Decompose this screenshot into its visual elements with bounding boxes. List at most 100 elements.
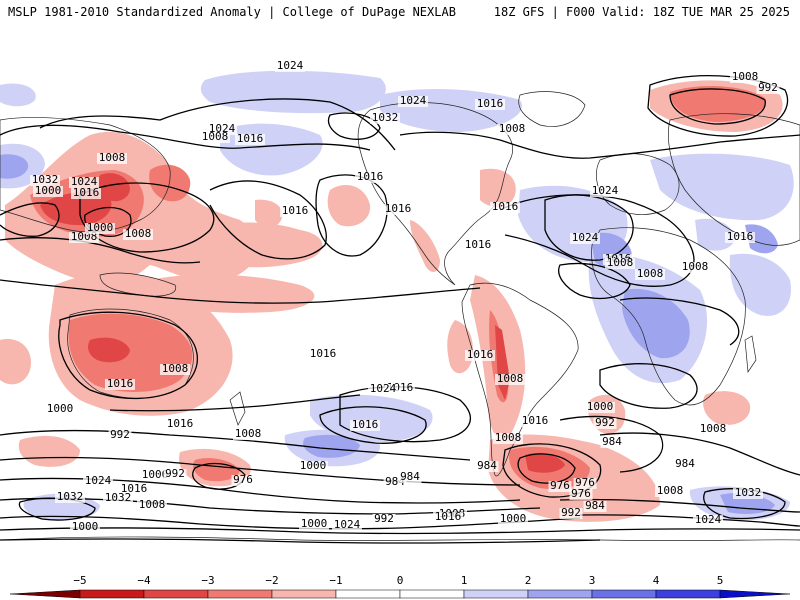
isobar-label-bg [163,469,187,480]
isobar-label: 992 [374,512,394,525]
isobar-label-bg [105,379,135,390]
anom-n1-southpac [180,222,323,268]
anom-p1-asia [650,153,794,221]
isobar-labels: 1024 1008 992 1024 1016 1032 1008 1024 1016 1008 1… [30,59,780,533]
isobar-label: 1024 [695,513,722,526]
isobar-label-bg [235,134,265,145]
isobar-label: 1024 [85,474,112,487]
colorbar-swatches [9,589,791,599]
isobar-label: 1000 [72,520,99,533]
colorbar: −5 −4 −3 −2 −1 0 1 2 3 4 5 [9,574,791,599]
coast-antarctica [0,536,800,542]
isobar-1024-westpac [0,202,60,237]
isobar-label-bg [756,83,780,94]
isobar-label-bg [385,383,415,394]
coast-east-asia [0,117,171,233]
isobar-label: 1032 [372,111,399,124]
coast-south-america [461,282,579,477]
isobar-1008-indian [599,432,800,476]
isobar-label: 1016 [282,204,309,217]
isobar-label: 984 [602,435,622,448]
colorbar-tick-labels: −5 −4 −3 −2 −1 0 1 2 3 4 5 [73,574,723,587]
isobar-label-bg [231,475,255,486]
isobar-label-bg [569,489,593,500]
isobar-label-bg [332,520,362,531]
isobar-label-bg [475,99,505,110]
isobar-label: 992 [758,81,778,94]
isobar-label: 1000 [301,517,328,530]
isobar-label: 1016 [352,418,379,431]
isobar-label-bg [398,472,422,483]
isobar-label: 1016 [167,417,194,430]
isobar-1008-tropics [0,279,481,304]
isobar-label: 992 [595,416,615,429]
isobar-label-bg [69,232,99,243]
anom-n1-alaska [255,199,283,228]
isobar-label-bg [548,481,572,492]
isobar-1016-ant [0,527,800,535]
isobar-label: 1016 [73,186,100,199]
isobar-label-bg [570,233,600,244]
colorbar-tick-label: 3 [589,574,596,587]
anom-n3-low [97,173,130,202]
isobar-label: 1008 [499,122,526,135]
isobar-label-bg [275,61,305,72]
colorbar-swatch [655,589,721,599]
isobar-label: 1024 [572,231,599,244]
isobar-1024-npac [39,98,396,151]
isobar-label: 976 [575,476,595,489]
isobar-label-bg [165,419,195,430]
isobar-label: 1008 [657,484,684,497]
isobar-label: 1000 [35,184,62,197]
map-header: MSLP 1981-2010 Standardized Anomaly | Co… [0,0,800,22]
isobar-label-bg [680,262,710,273]
isobar-1008-eurasia [647,74,789,137]
isobar-label-bg [103,493,133,504]
isobar-label-bg [590,186,620,197]
isobar-label-bg [730,72,760,83]
isobar-1016-arctic [0,124,371,151]
isobar-label: 1024 [277,59,304,72]
anomaly-map: 1024 1008 992 1024 1016 1032 1008 1024 1016 1008 1… [0,40,800,547]
isobar-label: 1024 [334,518,361,531]
isobar-1008-tropics2 [109,394,361,412]
isobar-label: 992 [561,506,581,519]
isobar-label-bg [673,459,697,470]
isobar-label: 1032 [735,486,762,499]
isobar-label: 1016 [121,482,148,495]
colorbar-tick-label: −5 [73,574,86,587]
anom-n1-atlantic [480,168,516,207]
isobar-label: 1000 [587,400,614,413]
isobar-label: 1008 [637,267,664,280]
isobar-label-bg [497,124,527,135]
isobar-label: 1016 [357,170,384,183]
isobar-label: 1016 [467,348,494,361]
isobar-label: 1016 [385,202,412,215]
colorbar-swatch [399,589,465,599]
isobar-label-bg [280,206,310,217]
isobar-label: 1008 [162,362,189,375]
isobar-1024-sopac [319,406,427,444]
isobar-label-bg [655,486,685,497]
isobar-label: 976 [550,479,570,492]
isobar-label: 1008 [235,427,262,440]
isobar-label: 1032 [32,173,59,186]
isobar-label: 984 [585,499,605,512]
anom-p1-arc-left [0,83,36,107]
coast-nz [229,391,246,426]
anom-n2-eurasia [670,86,766,122]
isobar-1024-ant [0,538,601,544]
anom-n1-southind2 [703,391,751,426]
isobar-label-bg [693,515,723,526]
coast-north-america [357,102,513,286]
isobar-label: 1016 [477,97,504,110]
isobar-label-bg [495,374,525,385]
colorbar-swatch [207,589,273,599]
isobar-label: 1024 [370,382,397,395]
isobar-label: 1008 [99,151,126,164]
isobar-label: 1008 [495,431,522,444]
isobar-label: 1000 [142,468,169,481]
isobar-label-bg [368,384,398,395]
isobar-label: 1008 [139,498,166,511]
isobar-label: 1000 [87,221,114,234]
